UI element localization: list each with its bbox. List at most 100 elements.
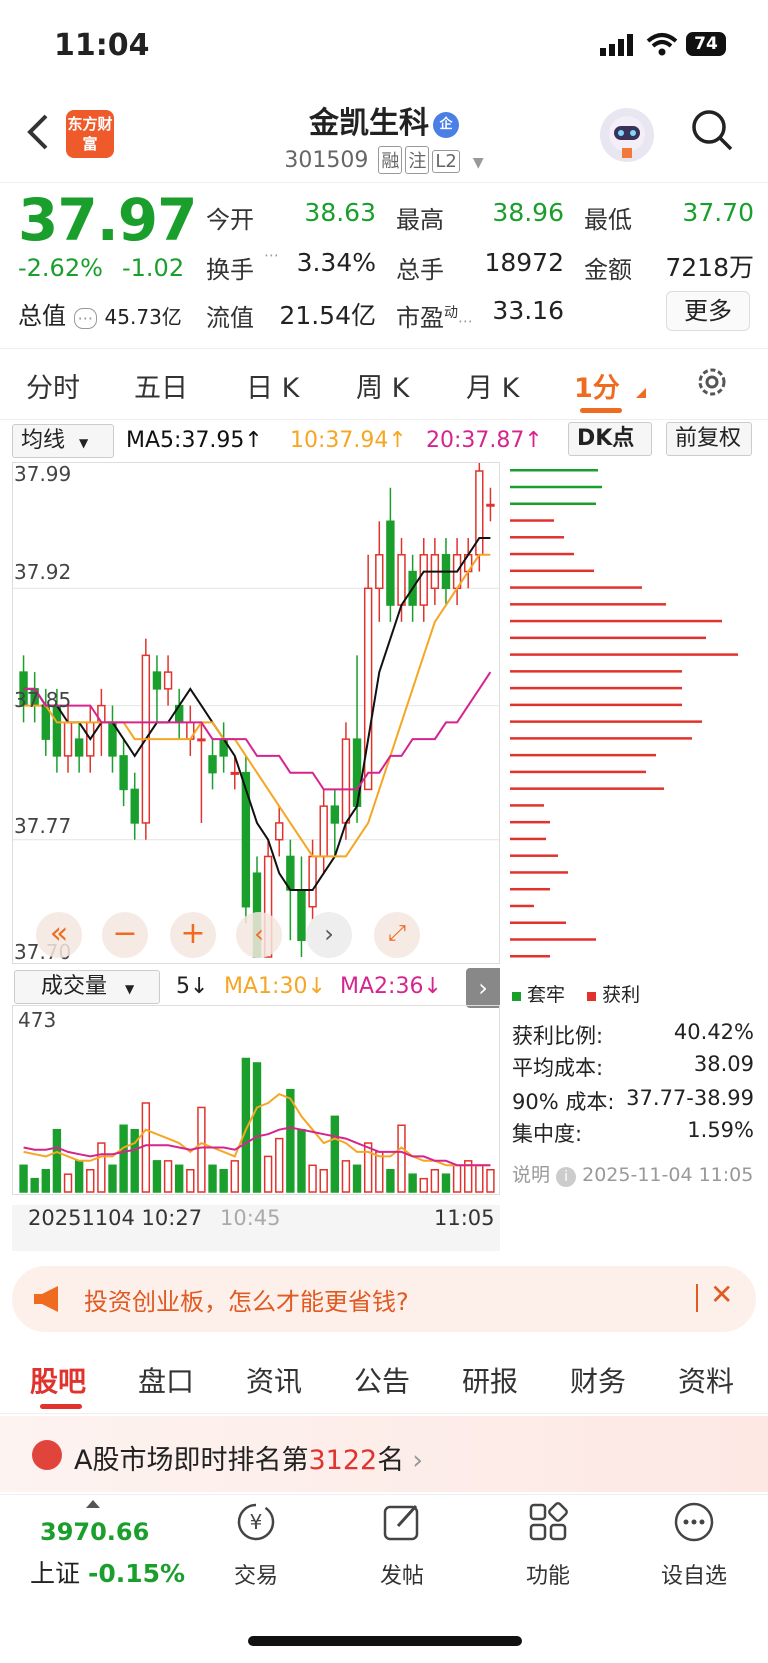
collapse-panel-button[interactable]: › xyxy=(466,968,500,1008)
ma20-text: 20:37.87 xyxy=(426,428,525,453)
open-label: 今开 xyxy=(206,206,254,234)
tab-1min[interactable]: 1分 xyxy=(574,373,620,404)
legend-trap: 套牢 xyxy=(527,984,566,1006)
candle xyxy=(275,822,284,841)
nav-trade[interactable]: ¥ 交易 xyxy=(196,1500,316,1590)
scroll-left-button[interactable]: « xyxy=(36,912,82,958)
close-icon[interactable]: ✕ xyxy=(710,1278,734,1311)
fullscreen-button[interactable]: ⤢ xyxy=(374,912,420,958)
y-tick-3: 37.85 xyxy=(14,688,72,712)
tab-research[interactable]: 研报 xyxy=(462,1365,519,1398)
volume-bar xyxy=(219,1169,228,1193)
volume-bar xyxy=(486,1169,495,1193)
candle xyxy=(130,788,139,824)
candle xyxy=(375,554,384,590)
nav-features[interactable]: 功能 xyxy=(488,1500,608,1590)
open-value: 38.63 xyxy=(304,198,376,227)
more-dots-icon xyxy=(674,1502,714,1542)
tab-five-day[interactable]: 五日 xyxy=(134,373,188,404)
zoom-out-button[interactable]: − xyxy=(102,912,148,958)
stock-code-row[interactable]: 301509 融注 L2 ▼ xyxy=(0,146,768,174)
nav-post[interactable]: 发帖 xyxy=(342,1500,462,1590)
promo-banner[interactable] xyxy=(12,1266,756,1332)
candle xyxy=(319,805,328,858)
tab-guba[interactable]: 股吧 xyxy=(30,1365,87,1398)
tab-finance[interactable]: 财务 xyxy=(570,1365,627,1398)
volume-bar xyxy=(141,1102,151,1193)
chip-bar xyxy=(510,955,550,958)
nav-add-watchlist[interactable]: 设自选 xyxy=(634,1500,754,1590)
kline-chart[interactable] xyxy=(12,462,500,964)
chip-bar xyxy=(510,619,722,623)
candle xyxy=(208,755,217,774)
stat-concentration: 1.59% xyxy=(687,1118,754,1142)
vol-5-text: 5 xyxy=(176,974,190,999)
forward-adjust-button[interactable]: 前复权 xyxy=(666,422,752,456)
stock-title: 金凯生科企 xyxy=(0,98,768,142)
nav-trade-label: 交易 xyxy=(233,1564,278,1589)
tab-weekly-k[interactable]: 周 K xyxy=(356,373,410,404)
select-caret-icon: ▼ xyxy=(125,982,135,996)
nav-post-label: 发帖 xyxy=(379,1564,424,1589)
indicator-select[interactable]: 均线 ▼ xyxy=(12,424,114,458)
caret-up-icon[interactable] xyxy=(86,1500,100,1508)
time-mid: 10:45 xyxy=(220,1206,281,1230)
market-rank-banner[interactable] xyxy=(0,1416,768,1492)
tab-daily-k[interactable]: 日 K xyxy=(246,373,300,404)
tab-orderbook[interactable]: 盘口 xyxy=(138,1365,195,1398)
index-change: -0.15% xyxy=(87,1559,186,1588)
more-button[interactable]: 更多 xyxy=(666,291,750,331)
step-right-button[interactable]: › xyxy=(306,912,352,958)
tab-intraday[interactable]: 分时 xyxy=(26,373,80,404)
caret-down-icon: ▼ xyxy=(472,155,484,171)
index-row[interactable]: 上证 -0.15% xyxy=(30,1554,185,1590)
legend-red-swatch xyxy=(587,992,597,1001)
ma10-value: 10:37.94↑ xyxy=(290,428,407,453)
index-value[interactable]: 3970.66 xyxy=(40,1518,150,1546)
volume-bar xyxy=(30,1177,39,1193)
vol-ma1-text: MA1:30 xyxy=(224,974,308,999)
pe-label: 市盈动⋯ xyxy=(396,298,473,333)
candle xyxy=(486,503,495,507)
candle xyxy=(363,587,373,791)
candle xyxy=(119,755,128,791)
megaphone-icon xyxy=(34,1286,58,1312)
candle xyxy=(63,721,73,757)
candle xyxy=(341,738,351,824)
candle xyxy=(419,554,428,606)
volume-bar xyxy=(186,1169,195,1193)
rank-prefix: A股市场即时排名第 xyxy=(74,1445,309,1476)
chip-bar xyxy=(510,720,702,723)
robot-avatar[interactable] xyxy=(600,108,654,162)
app-logo[interactable]: 东方财富 xyxy=(66,110,114,158)
volume-bar xyxy=(241,1057,251,1193)
rank-number: 3122 xyxy=(308,1445,378,1476)
float-value: 21.54亿 xyxy=(279,301,376,330)
chip-bar xyxy=(510,820,550,824)
dk-point-button[interactable]: DK点 xyxy=(568,422,652,456)
tab-monthly-k[interactable]: 月 K xyxy=(466,373,520,404)
pe-info-icon[interactable]: ⋯ xyxy=(458,312,473,330)
turnover-info-icon[interactable]: ⋯ xyxy=(264,246,279,264)
total-value: 45.73亿 xyxy=(104,305,182,329)
high-label: 最高 xyxy=(396,206,444,234)
status-bar: 11:04 74 xyxy=(0,0,768,92)
tab-announcements[interactable]: 公告 xyxy=(354,1365,411,1398)
vol-ma1-value: MA1:30↓ xyxy=(224,974,326,999)
y-tick-1: 37.99 xyxy=(14,462,72,486)
back-button[interactable] xyxy=(24,112,54,162)
chip-note[interactable]: 说明 i 2025-11-04 11:05 xyxy=(512,1160,753,1187)
chart-settings-button[interactable] xyxy=(694,364,730,404)
chip-bar xyxy=(510,519,554,522)
search-button[interactable] xyxy=(690,108,734,152)
tab-news[interactable]: 资讯 xyxy=(246,1365,303,1398)
pe-value: 33.16 xyxy=(492,296,564,325)
zoom-in-button[interactable]: + xyxy=(170,912,216,958)
legend-profit: 获利 xyxy=(602,984,641,1006)
volume-bar xyxy=(119,1124,128,1193)
volume-indicator-select[interactable]: 成交量 ▼ xyxy=(14,970,160,1004)
dropdown-corner-icon xyxy=(636,388,646,398)
tab-profile[interactable]: 资料 xyxy=(678,1365,735,1398)
step-left-button[interactable]: ‹ xyxy=(236,912,282,958)
info-icon[interactable]: ··· xyxy=(73,308,97,329)
